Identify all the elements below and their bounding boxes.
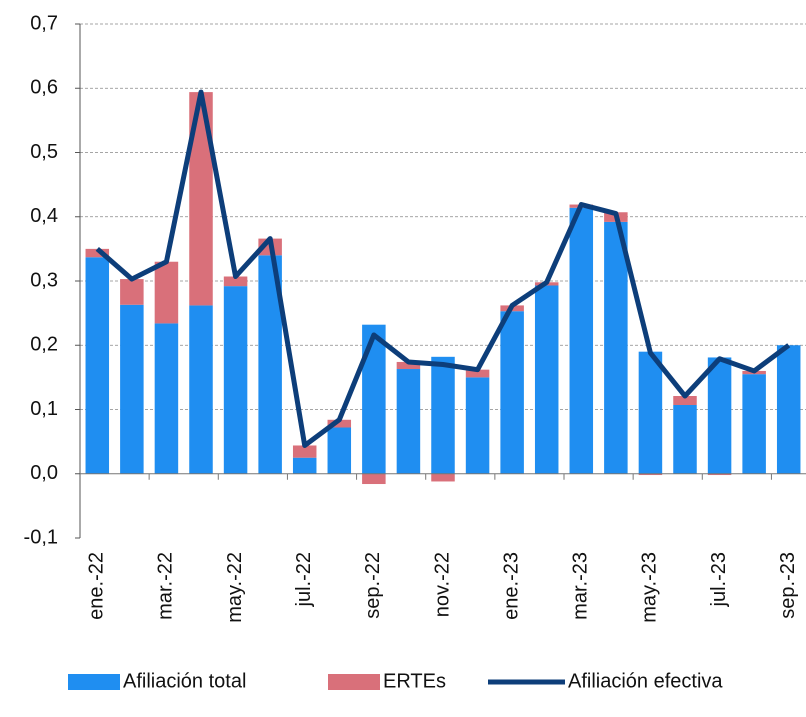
x-tick-label: ene.-23: [500, 552, 522, 620]
bar: [742, 374, 766, 474]
x-tick-label: mar.-23: [570, 552, 592, 620]
bar: [120, 279, 144, 305]
bar: [85, 257, 110, 474]
bar: [258, 255, 282, 474]
x-tick-label: nov.-22: [431, 552, 453, 617]
x-tick-label: ene.-22: [86, 552, 108, 620]
bar: [638, 351, 663, 474]
y-tick-label: 0,6: [30, 77, 58, 99]
x-tick-label: jul.-23: [708, 552, 730, 607]
bar: [465, 369, 490, 378]
bar: [707, 357, 732, 474]
y-tick-label: 0,0: [30, 462, 58, 484]
bar: [500, 311, 524, 474]
bar: [604, 221, 628, 474]
x-tick-label: sep.-22: [362, 552, 384, 619]
x-tick-label: may.-22: [224, 552, 246, 623]
bar: [673, 396, 697, 406]
bar: [362, 473, 386, 485]
bar: [120, 304, 144, 474]
legend-label: Afiliación efectiva: [568, 670, 723, 692]
legend-label: Afiliación total: [123, 670, 246, 692]
bar: [327, 419, 352, 428]
bar: [569, 207, 594, 474]
bar: [154, 261, 179, 324]
bar: [431, 473, 455, 482]
legend-swatch: [328, 674, 380, 690]
y-tick-label: 0,1: [30, 398, 58, 420]
y-tick-label: 0,4: [30, 205, 58, 227]
bar: [465, 377, 490, 474]
bar: [362, 324, 386, 474]
bar: [154, 323, 179, 474]
legend-label: ERTEs: [383, 670, 446, 692]
bar: [189, 305, 213, 474]
bar: [292, 457, 317, 474]
x-tick-label: sep.-23: [777, 552, 799, 619]
bar: [85, 248, 110, 258]
bar: [534, 285, 559, 474]
legend-swatch: [68, 674, 120, 690]
bar: [189, 92, 213, 306]
bar: [707, 473, 732, 476]
bar: [223, 286, 248, 474]
line: [95, 89, 791, 448]
x-tick-label: may.-23: [639, 552, 661, 623]
bar: [396, 361, 421, 370]
x-tick-label: jul.-22: [293, 552, 315, 607]
bar: [292, 445, 317, 458]
bar: [776, 345, 801, 474]
y-tick-label: -0,1: [24, 526, 58, 548]
bar: [431, 356, 455, 474]
bar: [223, 276, 248, 287]
bar: [673, 405, 697, 474]
bar: [396, 369, 421, 474]
y-tick-label: 0,2: [30, 334, 58, 356]
x-tick-label: mar.-22: [155, 552, 177, 620]
y-tick-label: 0,7: [30, 12, 58, 34]
y-tick-label: 0,5: [30, 141, 58, 163]
y-tick-label: 0,3: [30, 269, 58, 291]
bar: [327, 427, 352, 474]
bar: [638, 473, 663, 476]
